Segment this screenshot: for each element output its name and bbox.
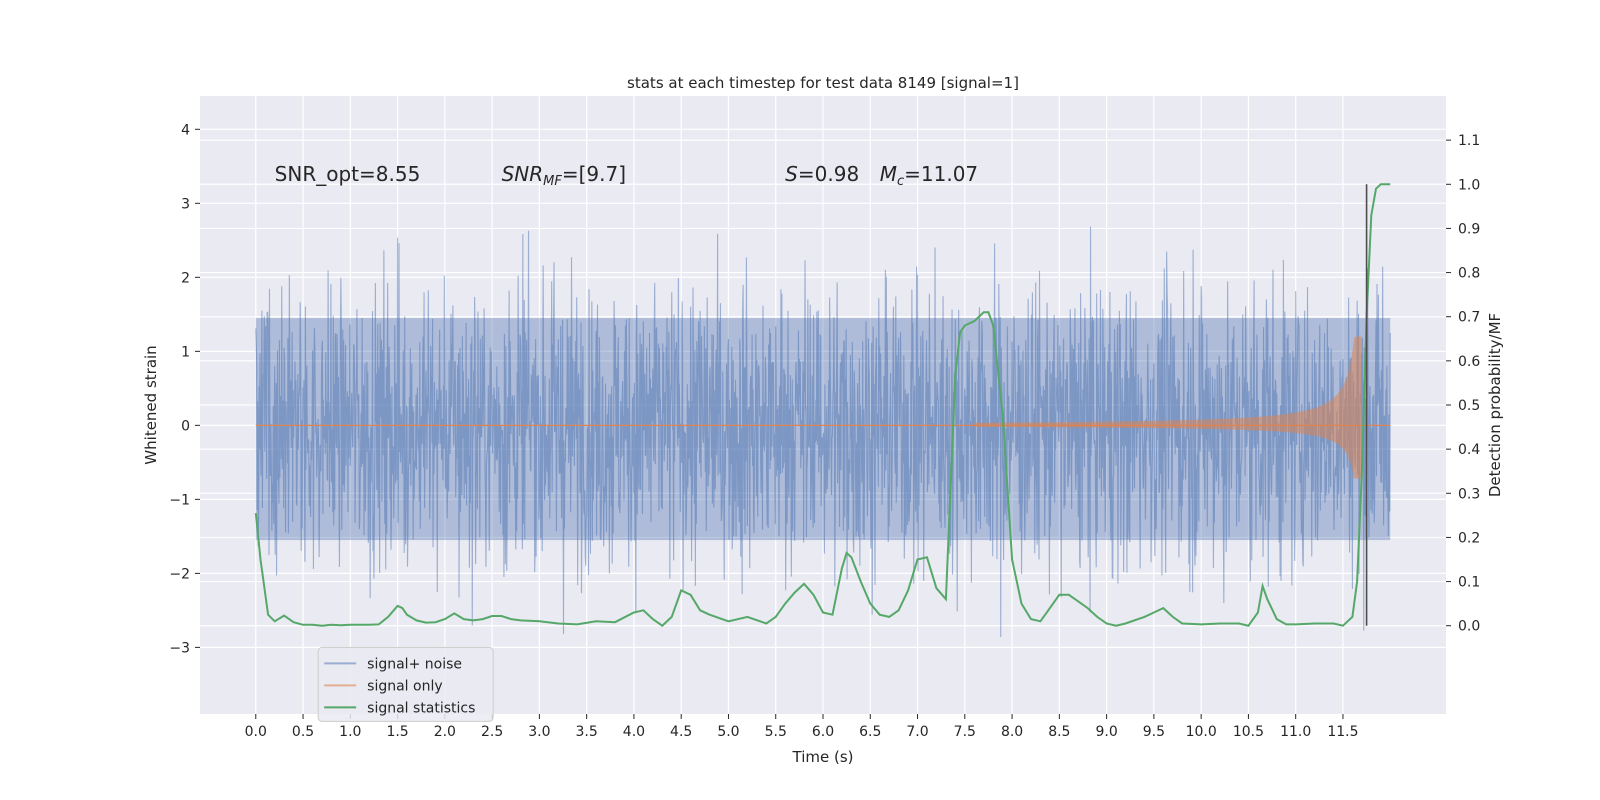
x-tick-label: 1.5 bbox=[386, 724, 408, 740]
signal-only-series bbox=[255, 336, 1391, 479]
left-y-axis-label: Whitened strain bbox=[142, 345, 160, 464]
x-axis-label: Time (s) bbox=[792, 748, 854, 766]
y-right-tick-label: 0.9 bbox=[1458, 221, 1480, 237]
y-right-tick-label: 0.0 bbox=[1458, 619, 1480, 635]
annotations: SNR_opt=8.55 SNRMF=[9.7] S=0.98 Mc=11.07 bbox=[275, 162, 978, 189]
x-tick-label: 2.5 bbox=[481, 724, 503, 740]
x-tick-label: 0.5 bbox=[292, 724, 314, 740]
annotation-mc-value: Mc=11.07 bbox=[880, 162, 978, 189]
y-left-tick-label: −3 bbox=[169, 640, 190, 656]
legend-box bbox=[317, 646, 494, 722]
y-left-tick-label: 1 bbox=[181, 344, 190, 360]
x-tick-label: 5.5 bbox=[765, 724, 787, 740]
x-tick-label: 10.5 bbox=[1233, 724, 1264, 740]
x-tick-label: 10.0 bbox=[1186, 724, 1217, 740]
x-tick-label: 5.0 bbox=[717, 724, 739, 740]
y-right-tick-label: 0.5 bbox=[1458, 398, 1480, 414]
right-y-axis-label: Detection probability/MF bbox=[1486, 313, 1504, 497]
y-right-tick-label: 0.7 bbox=[1458, 310, 1480, 326]
signal-noise-series bbox=[255, 226, 1391, 638]
x-tick-label: 9.5 bbox=[1143, 724, 1165, 740]
y-right-tick-label: 1.0 bbox=[1458, 177, 1480, 193]
x-tick-label: 11.5 bbox=[1327, 724, 1358, 740]
x-tick-label: 8.0 bbox=[1001, 724, 1023, 740]
annotation-s-value: S=0.98 bbox=[785, 162, 859, 186]
annotation-snr-mf: SNRMF=[9.7] bbox=[502, 162, 626, 189]
y-left-tick-label: 3 bbox=[181, 196, 190, 212]
x-tick-label: 0.0 bbox=[245, 724, 267, 740]
x-axis-ticks: 0.0 0.5 1.0 1.5 2.0 2.5 3.0 3.5 4.0 4.5 5.0 5.5 6.0 6… bbox=[245, 714, 1359, 740]
x-tick-label: 7.5 bbox=[954, 724, 976, 740]
legend: signal+ noise signal only signal statistic… bbox=[317, 646, 494, 722]
signal-noise-core bbox=[255, 318, 1391, 541]
y-left-tick-label: −1 bbox=[169, 492, 190, 508]
x-tick-label: 3.0 bbox=[528, 724, 550, 740]
y-right-tick-label: 0.8 bbox=[1458, 266, 1480, 282]
x-tick-label: 8.5 bbox=[1048, 724, 1070, 740]
x-tick-label: 11.0 bbox=[1280, 724, 1311, 740]
right-y-axis-ticks: 0.0 0.1 0.2 0.3 0.4 0.5 0.6 0.7 0.8 0.9 1.0 1.1 bbox=[1446, 133, 1480, 635]
y-left-tick-label: 4 bbox=[181, 122, 190, 138]
y-right-tick-label: 1.1 bbox=[1458, 133, 1480, 149]
legend-label: signal+ noise bbox=[367, 656, 462, 672]
x-tick-label: 4.0 bbox=[623, 724, 645, 740]
y-left-tick-label: 2 bbox=[181, 270, 190, 286]
x-tick-label: 3.5 bbox=[576, 724, 598, 740]
chart-title: stats at each timestep for test data 814… bbox=[627, 74, 1019, 92]
y-right-tick-label: 0.2 bbox=[1458, 530, 1480, 546]
signal-statistics-line bbox=[254, 183, 1391, 627]
y-right-tick-label: 0.3 bbox=[1458, 486, 1480, 502]
x-tick-label: 4.5 bbox=[670, 724, 692, 740]
x-tick-label: 1.0 bbox=[339, 724, 361, 740]
x-tick-label: 2.0 bbox=[434, 724, 456, 740]
legend-label: signal statistics bbox=[367, 700, 475, 716]
y-left-tick-label: −2 bbox=[169, 566, 190, 582]
signal-noise-trace bbox=[255, 226, 1391, 638]
y-right-tick-label: 0.6 bbox=[1458, 354, 1480, 370]
annotation-snr-opt: SNR_opt=8.55 bbox=[275, 162, 421, 186]
x-tick-label: 6.5 bbox=[859, 724, 881, 740]
y-right-tick-label: 0.4 bbox=[1458, 442, 1480, 458]
y-left-tick-label: 0 bbox=[181, 418, 190, 434]
x-tick-label: 9.0 bbox=[1095, 724, 1117, 740]
x-tick-label: 6.0 bbox=[812, 724, 834, 740]
x-tick-label: 7.0 bbox=[906, 724, 928, 740]
legend-label: signal only bbox=[367, 678, 442, 694]
left-y-axis-ticks: −3 −2 −1 0 1 2 3 4 bbox=[169, 122, 200, 656]
y-right-tick-label: 0.1 bbox=[1458, 575, 1480, 591]
